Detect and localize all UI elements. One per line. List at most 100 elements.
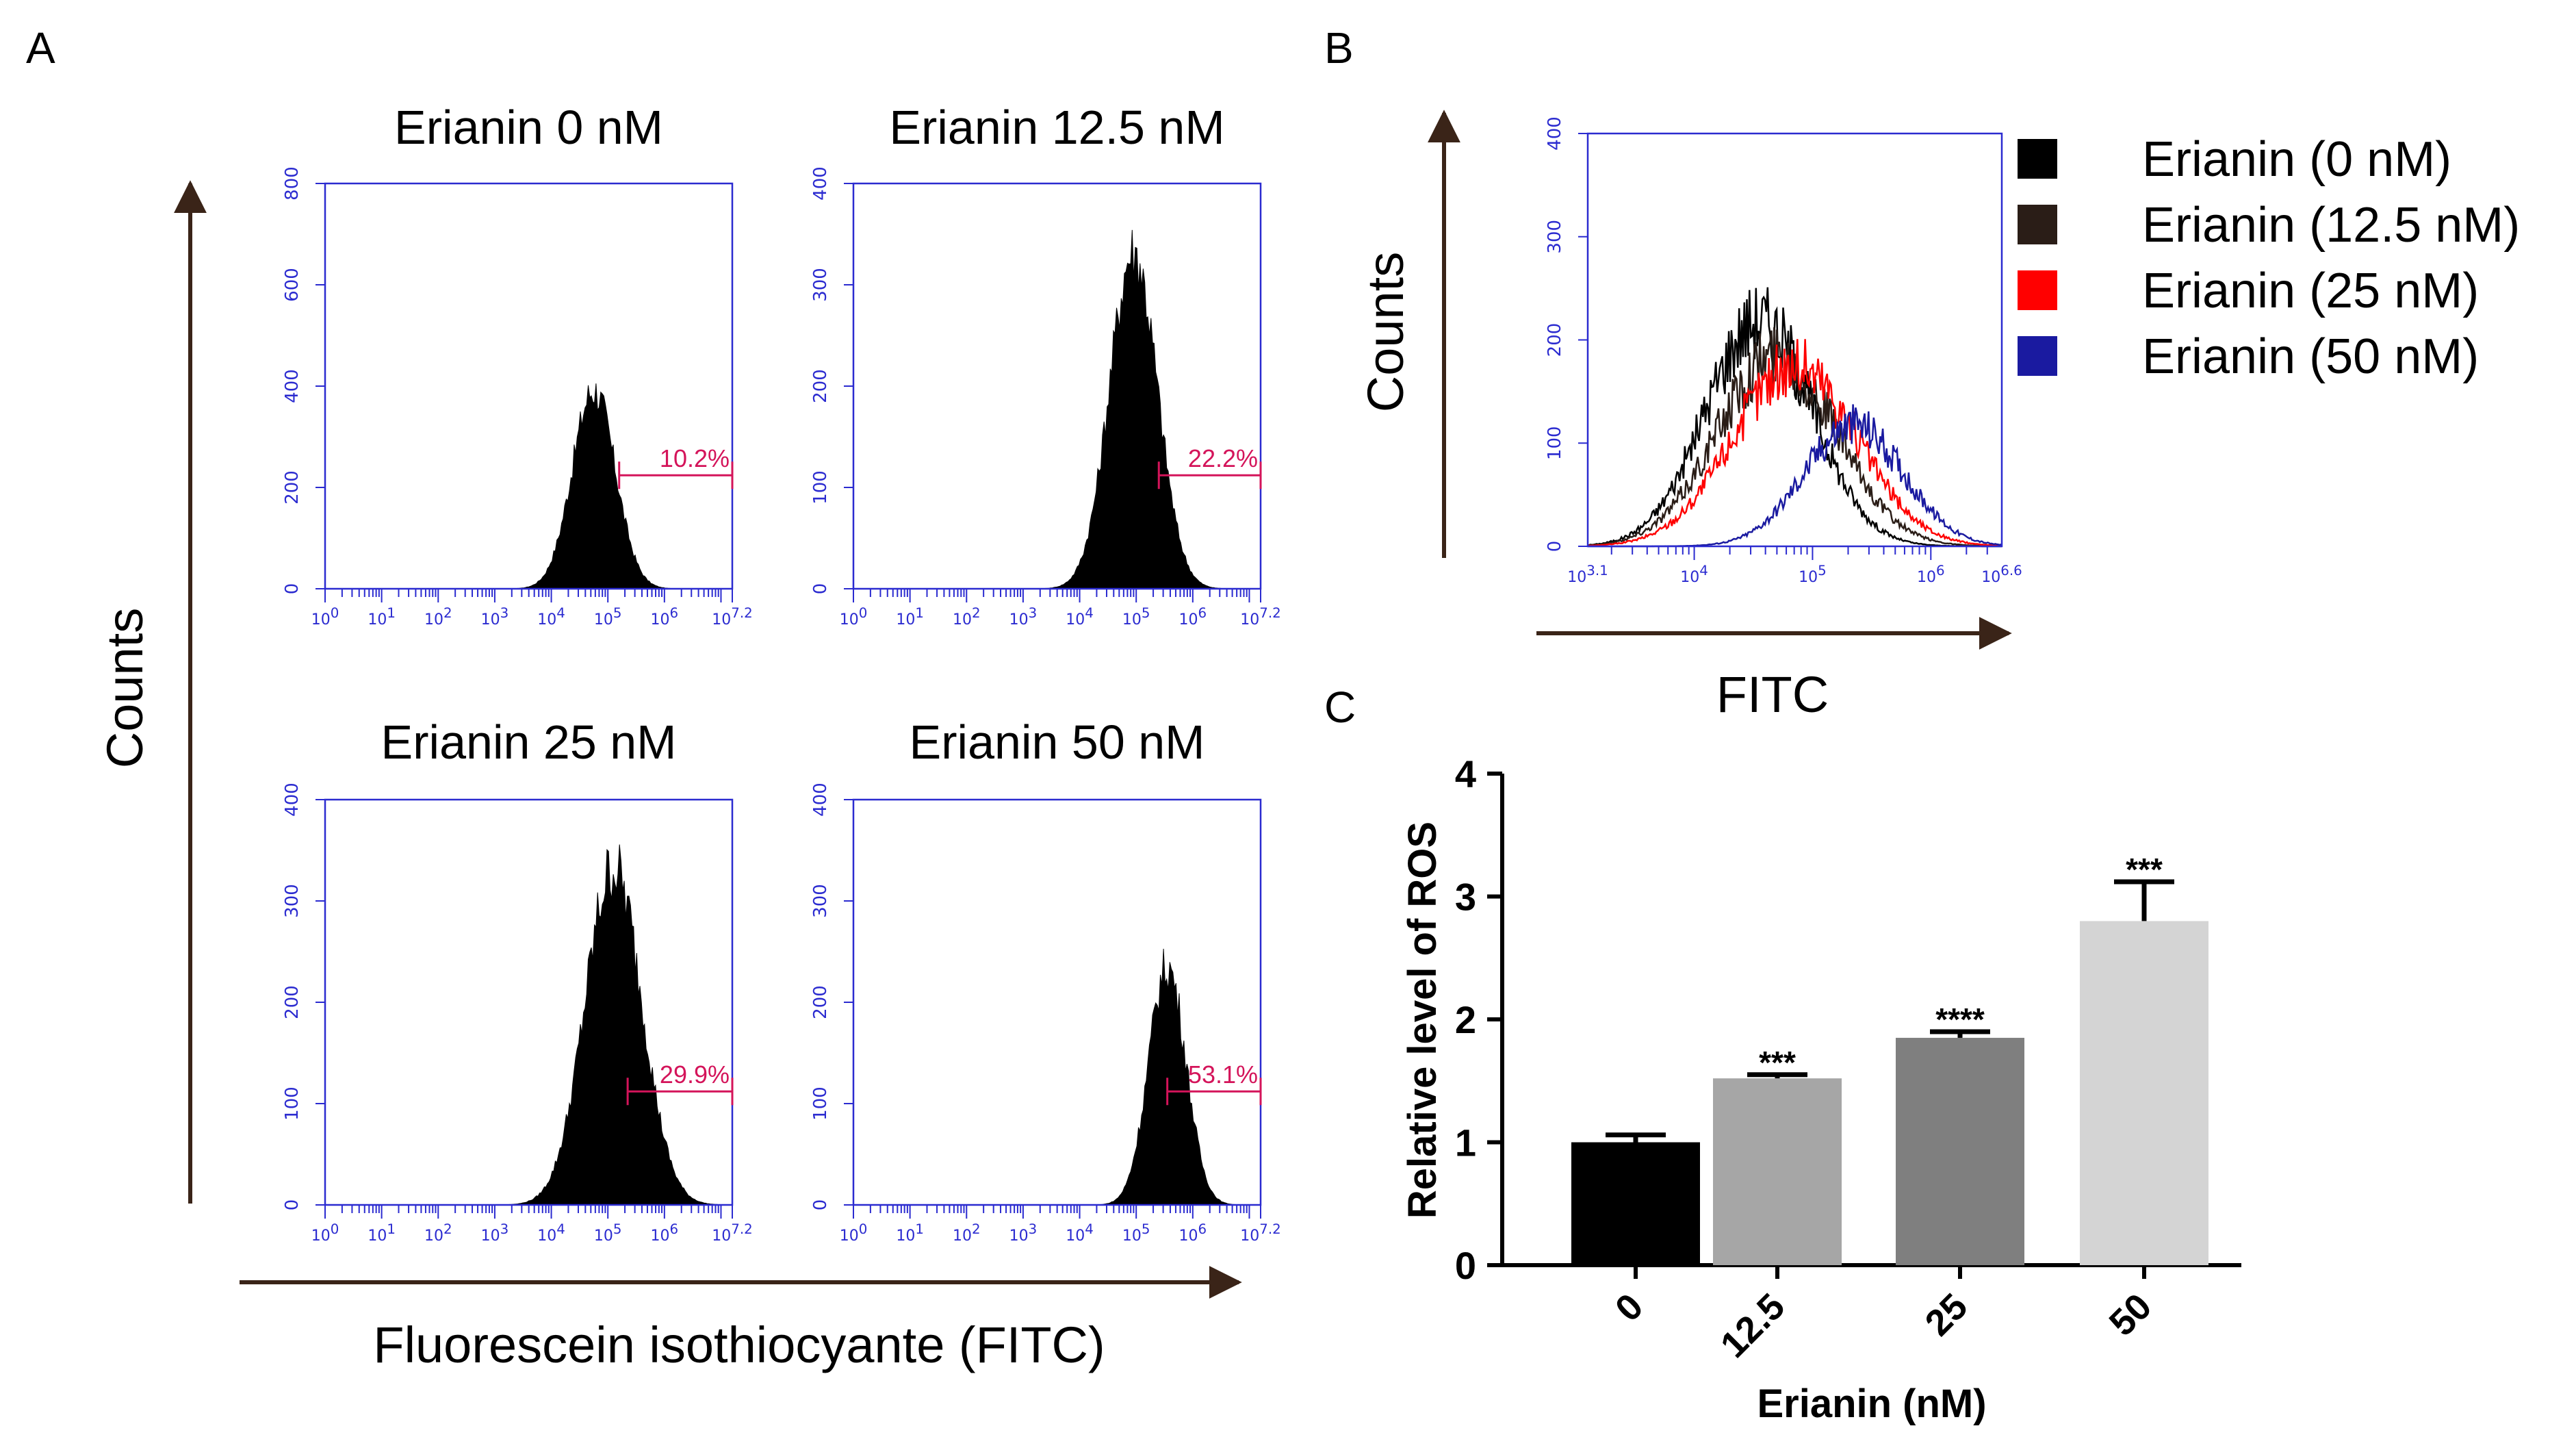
overlay-histogram: 0 100 200 300 400 103.1 104 105 106 106.6 [1545, 116, 2022, 586]
x-tick-label: 12.5 [1713, 1286, 1793, 1366]
panel-b-y-label: Counts [1357, 252, 1414, 412]
x-tick-label: 25 [1918, 1286, 1976, 1344]
x-tick-label: 107.2 [1240, 605, 1280, 628]
legend-swatch [2018, 139, 2057, 179]
x-tick-label: 106 [1179, 605, 1207, 628]
y-axis-label: Relative level of ROS [1400, 822, 1445, 1219]
x-tick-label: 101 [368, 605, 396, 628]
y-tick-label: 0 [1455, 1244, 1476, 1287]
y-tick-label: 3 [1455, 876, 1476, 919]
x-tick-label: 102 [953, 605, 981, 628]
histogram-erianin-50nm: Erianin 50 nM 0 100 200 300 400 100 101 102 103 10… [810, 715, 1281, 1245]
y-tick-label: 2 [1455, 998, 1476, 1041]
y-tick-label: 600 [282, 268, 302, 302]
y-tick-label: 0 [810, 583, 831, 595]
y-tick-label: 100 [810, 470, 831, 505]
x-tick-label: 106 [1917, 563, 1945, 586]
x-tick-label: 105 [1799, 563, 1827, 586]
y-tick-label: 100 [282, 1086, 302, 1121]
bar [1571, 1142, 1700, 1265]
y-tick-label: 200 [1545, 323, 1565, 357]
x-axis-label: Erianin (nM) [1757, 1382, 1986, 1426]
overlay-series-line [1588, 287, 2002, 548]
y-tick-label: 100 [1545, 426, 1565, 460]
histogram-title: Erianin 50 nM [910, 715, 1205, 769]
gate-percentage: 29.9% [660, 1060, 730, 1089]
x-tick-label: 50 [2102, 1286, 2160, 1344]
y-tick-label: 400 [282, 783, 302, 817]
significance-marker: **** [1935, 1002, 1985, 1037]
y-tick-label: 400 [810, 783, 831, 817]
x-tick-label: 101 [896, 605, 924, 628]
gate-percentage: 10.2% [660, 444, 730, 472]
overlay-series-line [1588, 404, 2002, 548]
x-tick-label: 101 [368, 1221, 396, 1245]
y-tick-label: 300 [810, 268, 831, 302]
histogram-frame [324, 798, 734, 1206]
x-tick-label: 106 [651, 605, 679, 628]
legend-swatch [2018, 270, 2057, 310]
legend-swatch [2018, 205, 2057, 244]
legend-label: Erianin (25 nM) [2142, 264, 2479, 318]
x-tick-label: 100 [840, 1221, 868, 1245]
histogram-fill [325, 383, 732, 589]
y-tick-label: 0 [810, 1199, 831, 1211]
x-tick-label: 104 [1066, 605, 1094, 628]
y-tick-label: 300 [282, 884, 302, 918]
legend-label: Erianin (0 nM) [2142, 132, 2451, 187]
y-tick-label: 400 [810, 166, 831, 201]
y-tick-label: 0 [282, 1199, 302, 1211]
panel-label-b: B [1324, 23, 1354, 73]
panel-label-c: C [1324, 683, 1356, 732]
y-tick-label: 100 [810, 1086, 831, 1121]
panel-b-x-label: FITC [1716, 666, 1829, 723]
y-tick-label: 200 [810, 985, 831, 1019]
histogram-title: Erianin 25 nM [381, 715, 677, 769]
x-tick-label: 100 [311, 605, 339, 628]
y-tick-label: 200 [282, 470, 302, 505]
bar [1896, 1037, 2024, 1265]
x-tick-label: 105 [1122, 605, 1150, 628]
x-tick-label: 104 [537, 605, 565, 628]
x-tick-label: 107.2 [712, 605, 752, 628]
histogram-erianin-25nm: Erianin 25 nM 0 100 200 300 400 100 101 102 103 10… [282, 715, 753, 1245]
significance-marker: *** [2126, 852, 2163, 887]
x-tick-label: 107.2 [712, 1221, 752, 1245]
gate-percentage: 53.1% [1188, 1060, 1258, 1089]
panel-label-a: A [26, 23, 55, 73]
x-tick-label: 106 [1179, 1221, 1207, 1245]
y-tick-label: 200 [282, 985, 302, 1019]
histogram-frame [324, 182, 734, 590]
y-tick-label: 4 [1455, 752, 1476, 796]
legend-swatch [2018, 336, 2057, 376]
significance-marker: *** [1759, 1045, 1796, 1080]
y-tick-label: 400 [282, 369, 302, 403]
y-tick-label: 800 [282, 166, 302, 201]
bar [1713, 1078, 1842, 1265]
x-tick-label: 0 [1608, 1286, 1651, 1330]
x-tick-label: 104 [537, 1221, 565, 1245]
x-tick-label: 103 [1009, 1221, 1038, 1245]
x-tick-label: 107.2 [1240, 1221, 1280, 1245]
histogram-erianin-0nm: Erianin 0 nM 0 200 400 600 800 100 101 102 103 104… [282, 101, 753, 628]
x-tick-label: 102 [424, 1221, 452, 1245]
histogram-frame [852, 798, 1262, 1206]
histogram-fill [853, 229, 1261, 589]
x-tick-label: 103 [481, 1221, 509, 1245]
overlay-legend: Erianin (0 nM) Erianin (12.5 nM) Erianin (… [2018, 132, 2520, 384]
overlay-frame [1586, 132, 2003, 548]
panel-a-x-label: Fluorescein isothiocyante (FITC) [373, 1317, 1105, 1373]
y-tick-label: 300 [1545, 220, 1565, 254]
x-tick-label: 102 [424, 605, 452, 628]
y-tick-label: 0 [1545, 541, 1565, 552]
ros-bar-chart: 0 1 2 3 4 0 *** 12.5 **** 25 *** 50 Erianin (nM) Rela… [1400, 752, 2241, 1426]
x-tick-label: 102 [953, 1221, 981, 1245]
x-tick-label: 104 [1680, 563, 1708, 586]
histogram-frame [852, 182, 1262, 590]
y-tick-label: 400 [1545, 116, 1565, 151]
histogram-title: Erianin 0 nM [394, 101, 663, 154]
histogram-erianin-12-5nm: Erianin 12.5 nM 0 100 200 300 400 100 101 102 103… [810, 101, 1281, 628]
x-tick-label: 105 [594, 605, 622, 628]
y-tick-label: 200 [810, 369, 831, 403]
